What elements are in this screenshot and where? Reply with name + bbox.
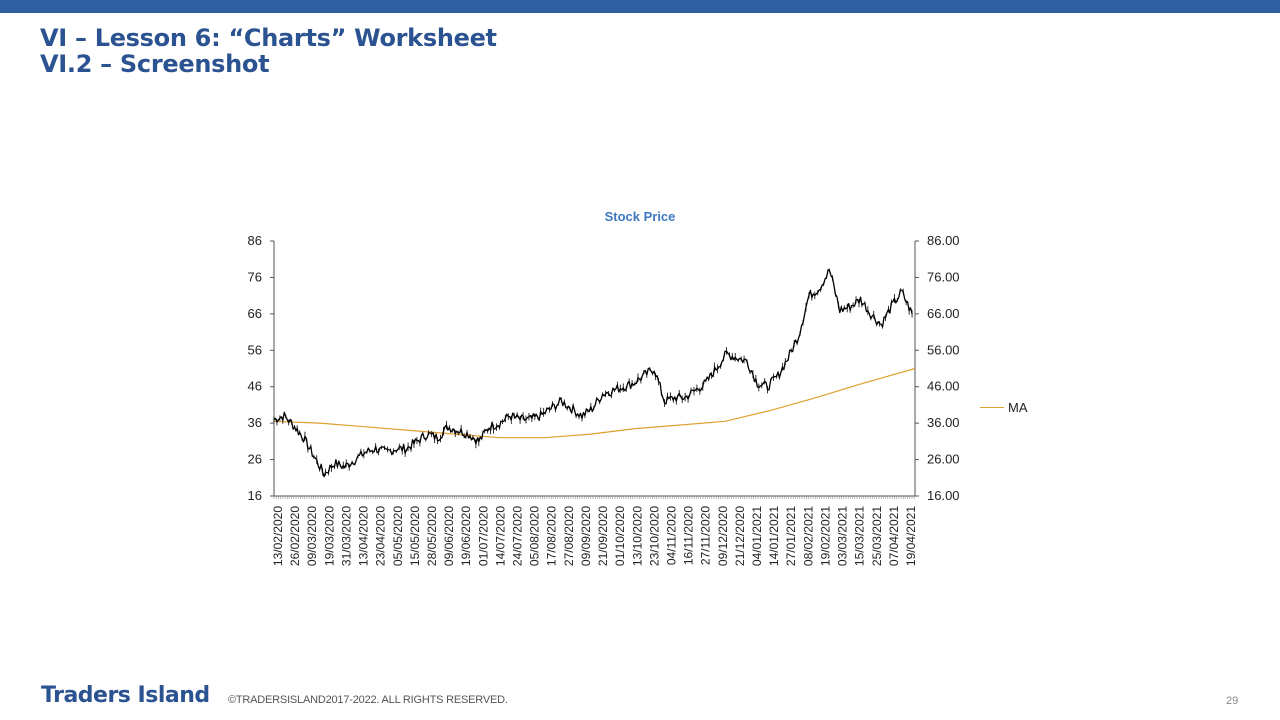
x-tick-label: 17/08/2020 [545, 506, 559, 566]
y-tick-label-right: 46.00 [927, 379, 960, 394]
x-tick-label: 27/01/2021 [784, 506, 798, 566]
slide-title-line2: VI.2 – Screenshot [40, 50, 270, 78]
x-tick-label: 01/07/2020 [476, 506, 490, 566]
x-tick-label: 23/04/2020 [374, 506, 388, 566]
x-tick-label: 09/12/2020 [716, 506, 730, 566]
legend-swatch-ma [980, 407, 1004, 408]
y-tick-label-left: 66 [248, 306, 262, 321]
chart-legend: MA [980, 400, 1028, 415]
y-tick-label-left: 26 [248, 452, 262, 467]
ma-series [273, 367, 916, 439]
y-tick-label-right: 86.00 [927, 233, 960, 248]
x-tick-label: 25/03/2021 [870, 506, 884, 566]
y-tick-label-left: 86 [248, 233, 262, 248]
x-tick-label: 19/06/2020 [459, 506, 473, 566]
x-tick-label: 31/03/2020 [339, 506, 353, 566]
x-tick-label: 21/09/2020 [596, 506, 610, 566]
slide-title-line1: VI – Lesson 6: “Charts” Worksheet [40, 24, 497, 52]
x-tick-label: 13/04/2020 [357, 506, 371, 566]
x-tick-label: 19/03/2020 [322, 506, 336, 566]
slide-title: VI – Lesson 6: “Charts” Worksheet VI.2 –… [40, 25, 497, 77]
x-tick-label: 24/07/2020 [511, 506, 525, 566]
x-tick-label: 27/08/2020 [562, 506, 576, 566]
y-tick-label-right: 26.00 [927, 452, 960, 467]
x-tick-label: 09/03/2020 [305, 506, 319, 566]
y-tick-label-left: 76 [248, 269, 262, 284]
x-tick-label: 27/11/2020 [699, 506, 713, 565]
copyright-notice: ©TRADERSISLAND2017-2022. ALL RIGHTS RESE… [228, 694, 508, 706]
x-tick-label: 15/05/2020 [408, 506, 422, 566]
x-tick-label: 19/02/2021 [818, 506, 832, 566]
x-tick-label: 14/07/2020 [493, 506, 507, 566]
brand-logo-text: Traders Island [41, 683, 210, 708]
ma-line [273, 367, 916, 439]
x-tick-label: 09/09/2020 [579, 506, 593, 566]
x-tick-label: 13/02/2020 [271, 506, 285, 566]
y-tick-label-right: 36.00 [927, 415, 960, 430]
price-series [273, 268, 913, 478]
x-tick-label: 23/10/2020 [647, 506, 661, 566]
chart-title: Stock Price [604, 209, 676, 224]
y-tick-label-left: 16 [248, 488, 262, 503]
x-tick-label: 13/10/2020 [630, 506, 644, 566]
legend-label-ma: MA [1008, 400, 1028, 415]
y-tick-label-left: 36 [248, 415, 262, 430]
x-tick-label: 28/05/2020 [425, 506, 439, 566]
top-accent-bar [0, 0, 1280, 13]
x-tick-label: 07/04/2021 [887, 506, 901, 566]
y-tick-label-left: 46 [248, 379, 262, 394]
x-tick-label: 15/03/2021 [853, 506, 867, 566]
y-tick-label-left: 56 [248, 342, 262, 357]
x-tick-label: 26/02/2020 [288, 506, 302, 566]
x-tick-label: 19/04/2021 [904, 506, 918, 566]
x-tick-label: 14/01/2021 [767, 506, 781, 566]
x-tick-label: 16/11/2020 [682, 506, 696, 565]
chart-axes: 86 76 66 56 46 36 26 16 86.00 76.00 66.00 56.00 46.0… [248, 233, 960, 566]
x-tick-label: 21/12/2020 [733, 506, 747, 566]
x-tick-label: 05/05/2020 [391, 506, 405, 566]
x-tick-label: 05/08/2020 [528, 506, 542, 566]
x-tick-label: 01/10/2020 [613, 506, 627, 566]
y-tick-label-right: 16.00 [927, 488, 960, 503]
x-tick-label: 08/02/2021 [801, 506, 815, 566]
price-line [273, 269, 913, 478]
stock-price-chart: 86 76 66 56 46 36 26 16 86.00 76.00 66.00 56.00 46.0… [248, 233, 960, 566]
y-tick-label-right: 56.00 [927, 342, 960, 357]
x-tick-label: 04/11/2020 [664, 506, 678, 565]
y-tick-label-right: 66.00 [927, 306, 960, 321]
x-tick-label: 03/03/2021 [836, 506, 850, 566]
page-number: 29 [1226, 695, 1239, 707]
x-tick-label: 04/01/2021 [750, 506, 764, 566]
x-tick-label: 09/06/2020 [442, 506, 456, 566]
y-tick-label-right: 76.00 [927, 269, 960, 284]
